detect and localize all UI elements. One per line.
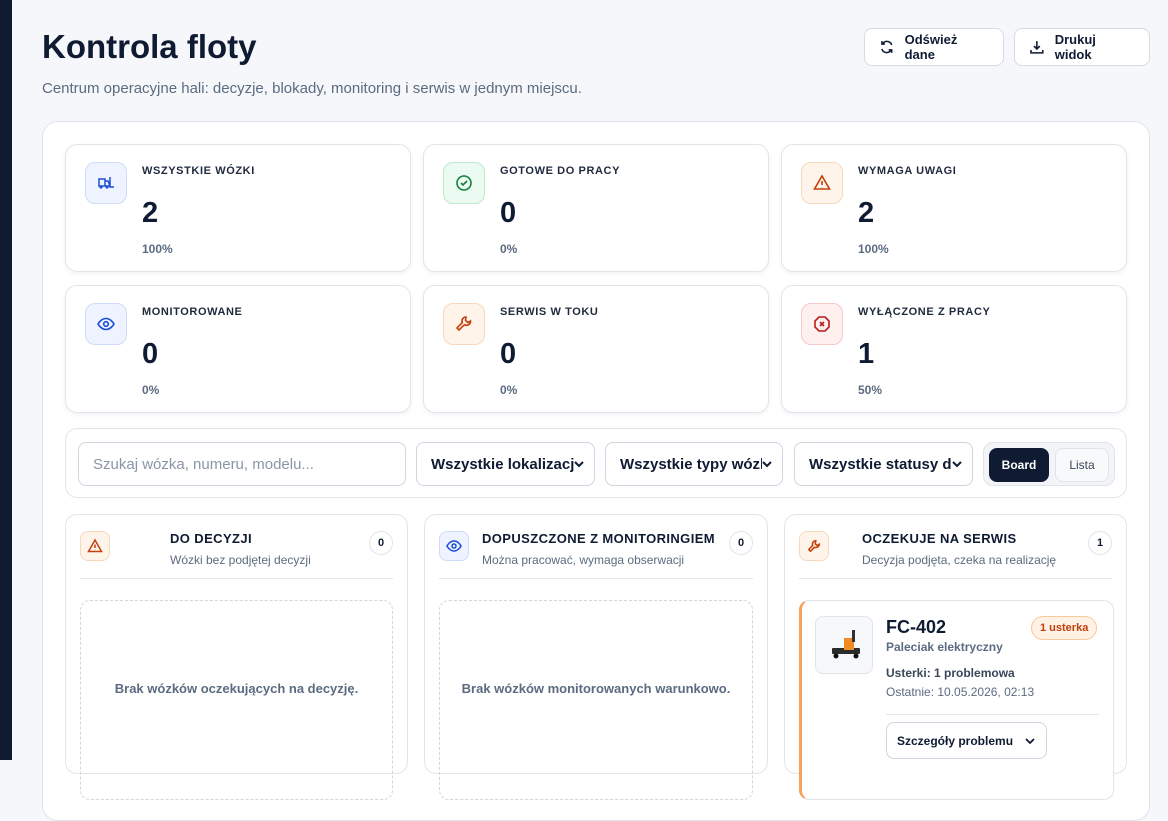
- stat-value: 0: [142, 338, 159, 370]
- column: DOPUSZCZONE Z MONITORINGIEM Można pracow…: [424, 514, 768, 800]
- select-label: Wszystkie lokalizacje: [431, 455, 574, 473]
- stat-icon: [85, 303, 127, 345]
- truck-card[interactable]: FC-402 Paleciak elektryczny 1 usterka Us…: [799, 600, 1114, 800]
- stat-percent: 0%: [500, 383, 518, 397]
- select-label: Wszystkie statusy decyzji: [809, 455, 952, 473]
- stat-label: GOTOWE DO PRACY: [500, 165, 621, 177]
- stat-percent: 0%: [500, 242, 518, 256]
- truck-id: FC-402: [886, 617, 947, 637]
- stat-icon: [801, 303, 843, 345]
- select-label: Wszystkie typy wózków: [620, 455, 762, 473]
- empty-state: Brak wózków monitorowanych warunkowo.: [439, 600, 753, 800]
- stat-card: SERWIS W TOKU 0 0%: [423, 285, 769, 413]
- stat-label: WYMAGA UWAGI: [858, 165, 957, 177]
- page-subtitle: Centrum operacyjne hali: decyzje, blokad…: [42, 80, 582, 97]
- empty-state: Brak wózków oczekujących na decyzję.: [80, 600, 393, 800]
- stat-value: 0: [500, 338, 517, 370]
- sidebar: [0, 0, 12, 760]
- list-toggle[interactable]: Lista: [1055, 448, 1109, 482]
- page-title: Kontrola floty: [42, 28, 257, 65]
- truck-type: Paleciak elektryczny: [886, 640, 1003, 654]
- column-title: OCZEKUJE NA SERWIS: [862, 531, 1017, 546]
- stat-card: MONITOROWANE 0 0%: [65, 285, 411, 413]
- stat-icon: [85, 162, 127, 204]
- stat-label: SERWIS W TOKU: [500, 306, 599, 318]
- stat-percent: 50%: [858, 383, 883, 397]
- stat-label: WSZYSTKIE WÓZKI: [142, 165, 255, 177]
- stat-value: 2: [858, 197, 875, 229]
- details-button[interactable]: Szczegóły problemu: [886, 722, 1047, 759]
- column-subtitle: Wózki bez podjętej decyzji: [170, 553, 311, 567]
- stat-icon: [443, 303, 485, 345]
- stat-percent: 0%: [142, 383, 160, 397]
- column-count: 1: [1088, 531, 1112, 555]
- column: OCZEKUJE NA SERWIS Decyzja podjęta, czek…: [784, 514, 1127, 800]
- stat-icon: [443, 162, 485, 204]
- button-label: Odśwież dane: [904, 32, 958, 62]
- board-toggle[interactable]: Board: [989, 448, 1049, 482]
- column-count: 0: [729, 531, 753, 555]
- location-select[interactable]: Wszystkie lokalizacje: [416, 442, 595, 486]
- column-count: 0: [369, 531, 393, 555]
- column-subtitle: Decyzja podjęta, czeka na realizację: [862, 553, 1057, 567]
- print-button[interactable]: Drukuj widok: [1014, 28, 1150, 66]
- truck-image: [815, 616, 873, 674]
- column-icon: [80, 531, 110, 561]
- button-label: Szczegóły problemu: [897, 733, 1014, 748]
- stat-label: MONITOROWANE: [142, 306, 243, 318]
- stat-card: WYMAGA UWAGI 2 100%: [781, 144, 1127, 272]
- stat-value: 0: [500, 197, 517, 229]
- stat-label: WYŁĄCZONE Z PRACY: [858, 306, 991, 318]
- column-title: DOPUSZCZONE Z MONITORINGIEM: [482, 531, 716, 546]
- view-toggle: Board Lista: [983, 442, 1115, 486]
- column-title: DO DECYZJI: [170, 531, 253, 546]
- stat-percent: 100%: [858, 242, 889, 256]
- stat-value: 1: [858, 338, 875, 370]
- column-subtitle: Można pracować, wymaga obserwacji: [482, 553, 685, 567]
- column-icon: [799, 531, 829, 561]
- type-select[interactable]: Wszystkie typy wózków: [605, 442, 783, 486]
- column-icon: [439, 531, 469, 561]
- refresh-button[interactable]: Odśwież dane: [864, 28, 1004, 66]
- button-label: Drukuj widok: [1054, 32, 1096, 62]
- status-select[interactable]: Wszystkie statusy decyzji: [794, 442, 973, 486]
- issue-badge: 1 usterka: [1031, 616, 1098, 640]
- search-input[interactable]: Szukaj wózka, numeru, modelu...: [78, 442, 406, 486]
- stat-card: GOTOWE DO PRACY 0 0%: [423, 144, 769, 272]
- last-report: Ostatnie: 10.05.2026, 02:13: [886, 685, 1035, 699]
- filter-bar: Szukaj wózka, numeru, modelu... Wszystki…: [65, 428, 1127, 498]
- column: DO DECYZJI Wózki bez podjętej decyzji 0 …: [65, 514, 408, 800]
- stat-card: WYŁĄCZONE Z PRACY 1 50%: [781, 285, 1127, 413]
- stat-icon: [801, 162, 843, 204]
- stat-value: 2: [142, 197, 159, 229]
- stat-card: WSZYSTKIE WÓZKI 2 100%: [65, 144, 411, 272]
- stat-percent: 100%: [142, 242, 173, 256]
- issues-summary: Usterki: 1 problemowa: [886, 666, 1015, 680]
